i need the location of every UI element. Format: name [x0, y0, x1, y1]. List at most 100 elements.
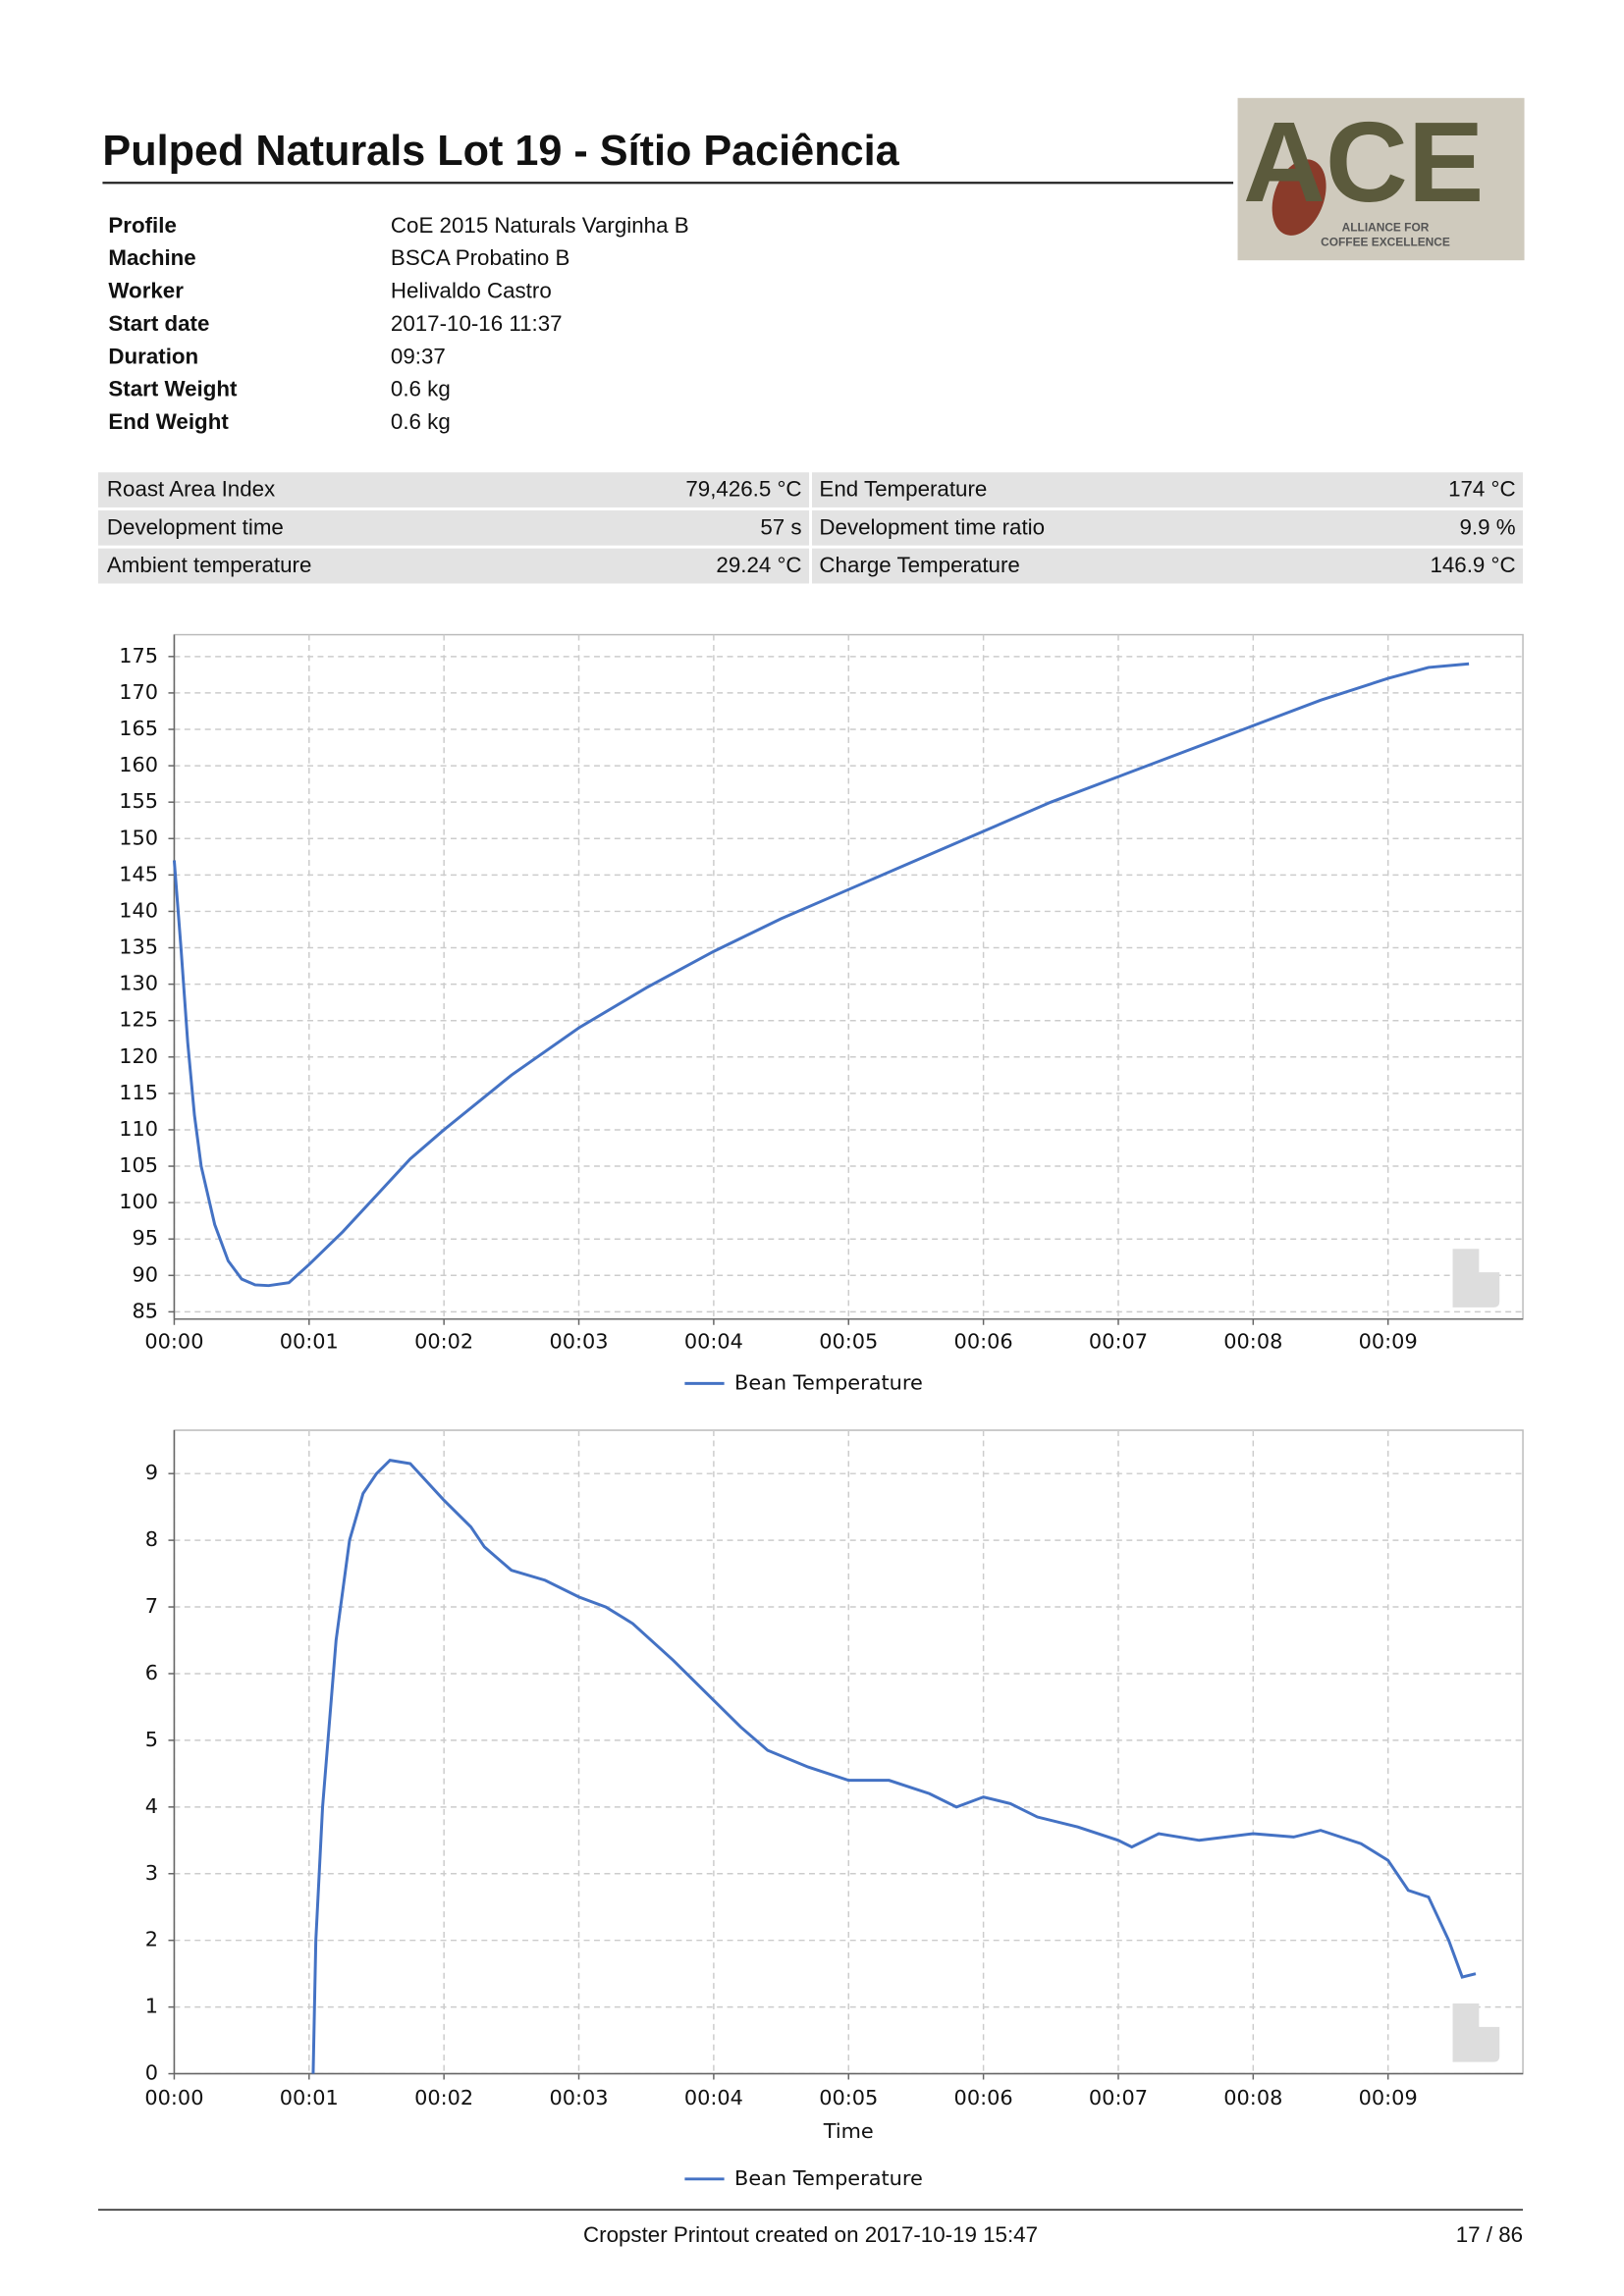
x-tick-label: 00:06: [954, 1330, 1013, 1354]
y-tick-label: 160: [119, 753, 158, 776]
y-tick-label: 115: [119, 1081, 158, 1104]
x-tick-label: 00:00: [144, 1330, 203, 1354]
profile-value: 09:37: [391, 344, 446, 368]
profile-value: 0.6 kg: [391, 377, 451, 401]
y-tick-label: 1: [145, 1995, 158, 2018]
y-tick-label: 110: [119, 1117, 158, 1141]
logo: ACE ALLIANCE FOR COFFEE EXCELLENCE: [1237, 97, 1525, 261]
profile-table: Profile CoE 2015 Naturals Varginha B Machi…: [108, 213, 688, 434]
stats-cell: [97, 548, 810, 584]
x-tick-label: 00:04: [684, 2086, 743, 2109]
y-tick-label: 105: [119, 1153, 158, 1177]
x-tick-label: 00:01: [280, 1330, 339, 1354]
x-tick-label: 00:00: [144, 2086, 203, 2109]
logo-line: COFFEE EXCELLENCE: [1321, 235, 1450, 248]
profile-value: Helivaldo Castro: [391, 279, 552, 303]
profile-value: 2017-10-16 11:37: [391, 311, 563, 336]
y-tick-label: 155: [119, 789, 158, 813]
y-tick-label: 150: [119, 826, 158, 849]
y-tick-label: 2: [145, 1928, 158, 1951]
stats-cell: [812, 548, 1524, 584]
x-tick-label: 00:09: [1359, 2086, 1418, 2109]
y-tick-label: 175: [119, 644, 158, 667]
y-tick-label: 3: [145, 1861, 158, 1885]
stats-value: 29.24 °C: [716, 553, 801, 577]
y-tick-label: 7: [145, 1594, 158, 1618]
legend-label: Bean Temperature: [734, 2166, 923, 2190]
stats-label: Roast Area Index: [107, 477, 275, 502]
stats-cell: [812, 509, 1524, 546]
stats-label: Development time ratio: [819, 514, 1045, 539]
stats-value: 57 s: [760, 514, 801, 539]
stats-value: 146.9 °C: [1430, 553, 1515, 577]
x-tick-label: 00:03: [549, 1330, 608, 1354]
profile-label: Start Weight: [108, 377, 238, 401]
x-tick-label: 00:08: [1223, 2086, 1282, 2109]
profile-label: Start date: [108, 311, 209, 336]
stats-cell: [812, 472, 1524, 507]
y-tick-label: 120: [119, 1044, 158, 1068]
logo-line: ALLIANCE FOR: [1342, 221, 1430, 235]
stats-cell: [97, 509, 810, 546]
page-number: 17 / 86: [1456, 2222, 1523, 2247]
stats-label: Ambient temperature: [107, 553, 312, 577]
x-tick-label: 00:02: [414, 1330, 473, 1354]
profile-label: Duration: [108, 344, 198, 368]
profile-label: End Weight: [108, 409, 229, 434]
stats-value: 79,426.5 °C: [685, 477, 801, 502]
stats-value: 9.9 %: [1459, 514, 1515, 539]
x-tick-label: 00:02: [414, 2086, 473, 2109]
x-tick-label: 00:08: [1223, 1330, 1282, 1354]
x-axis-label: Time: [823, 2119, 874, 2143]
x-tick-label: 00:06: [954, 2086, 1013, 2109]
profile-value: 0.6 kg: [391, 409, 451, 434]
x-tick-label: 00:05: [819, 1330, 878, 1354]
stats-label: End Temperature: [819, 477, 987, 502]
y-tick-label: 145: [119, 862, 158, 885]
x-tick-label: 00:07: [1089, 2086, 1148, 2109]
profile-label: Worker: [108, 279, 184, 303]
x-tick-label: 00:07: [1089, 1330, 1148, 1354]
watermark: [1452, 1249, 1500, 1308]
y-tick-label: 4: [145, 1794, 158, 1818]
title: Pulped Naturals Lot 19 - Sítio Paciência: [102, 128, 899, 175]
profile-label: Profile: [108, 213, 176, 238]
stats-cell: [97, 472, 810, 507]
stats-value: 174 °C: [1448, 477, 1516, 502]
y-tick-label: 9: [145, 1461, 158, 1484]
x-tick-label: 00:05: [819, 2086, 878, 2109]
data-line: [172, 662, 1470, 1288]
y-tick-label: 95: [133, 1226, 159, 1250]
y-tick-label: 170: [119, 680, 158, 704]
logo-bean: [1272, 159, 1326, 236]
profile-label: Machine: [108, 245, 195, 270]
y-tick-label: 5: [145, 1728, 158, 1751]
x-tick-label: 00:01: [280, 2086, 339, 2109]
y-tick-label: 135: [119, 935, 158, 959]
profile-value: BSCA Probatino B: [391, 245, 569, 270]
x-tick-label: 00:09: [1359, 1330, 1418, 1354]
stats-label: Development time: [107, 514, 284, 539]
x-tick-label: 00:04: [684, 1330, 743, 1354]
y-tick-label: 85: [133, 1299, 159, 1322]
y-tick-label: 6: [145, 1661, 158, 1684]
stats-label: Charge Temperature: [819, 553, 1019, 577]
x-tick-label: 00:03: [549, 2086, 608, 2109]
y-tick-label: 90: [133, 1262, 159, 1286]
profile-value: CoE 2015 Naturals Varginha B: [391, 213, 689, 238]
stats-table: Roast Area Index 79,426.5 °C End Temperatu…: [97, 472, 1524, 584]
y-tick-label: 165: [119, 717, 158, 740]
data-line: [311, 1459, 1477, 2074]
y-tick-label: 140: [119, 898, 158, 922]
y-tick-label: 100: [119, 1190, 158, 1213]
y-tick-label: 125: [119, 1008, 158, 1032]
charts: 00:00 00:01 00:02 00:03 00:04 00:05 00:06 00:07…: [119, 633, 1524, 2190]
footer-text: Cropster Printout created on 2017-10-19 …: [583, 2222, 1038, 2247]
legend-label: Bean Temperature: [734, 1370, 923, 1394]
watermark: [1452, 2003, 1500, 2062]
y-tick-label: 130: [119, 972, 158, 995]
logo-text: ACE: [1243, 98, 1484, 226]
y-tick-label: 8: [145, 1527, 158, 1551]
